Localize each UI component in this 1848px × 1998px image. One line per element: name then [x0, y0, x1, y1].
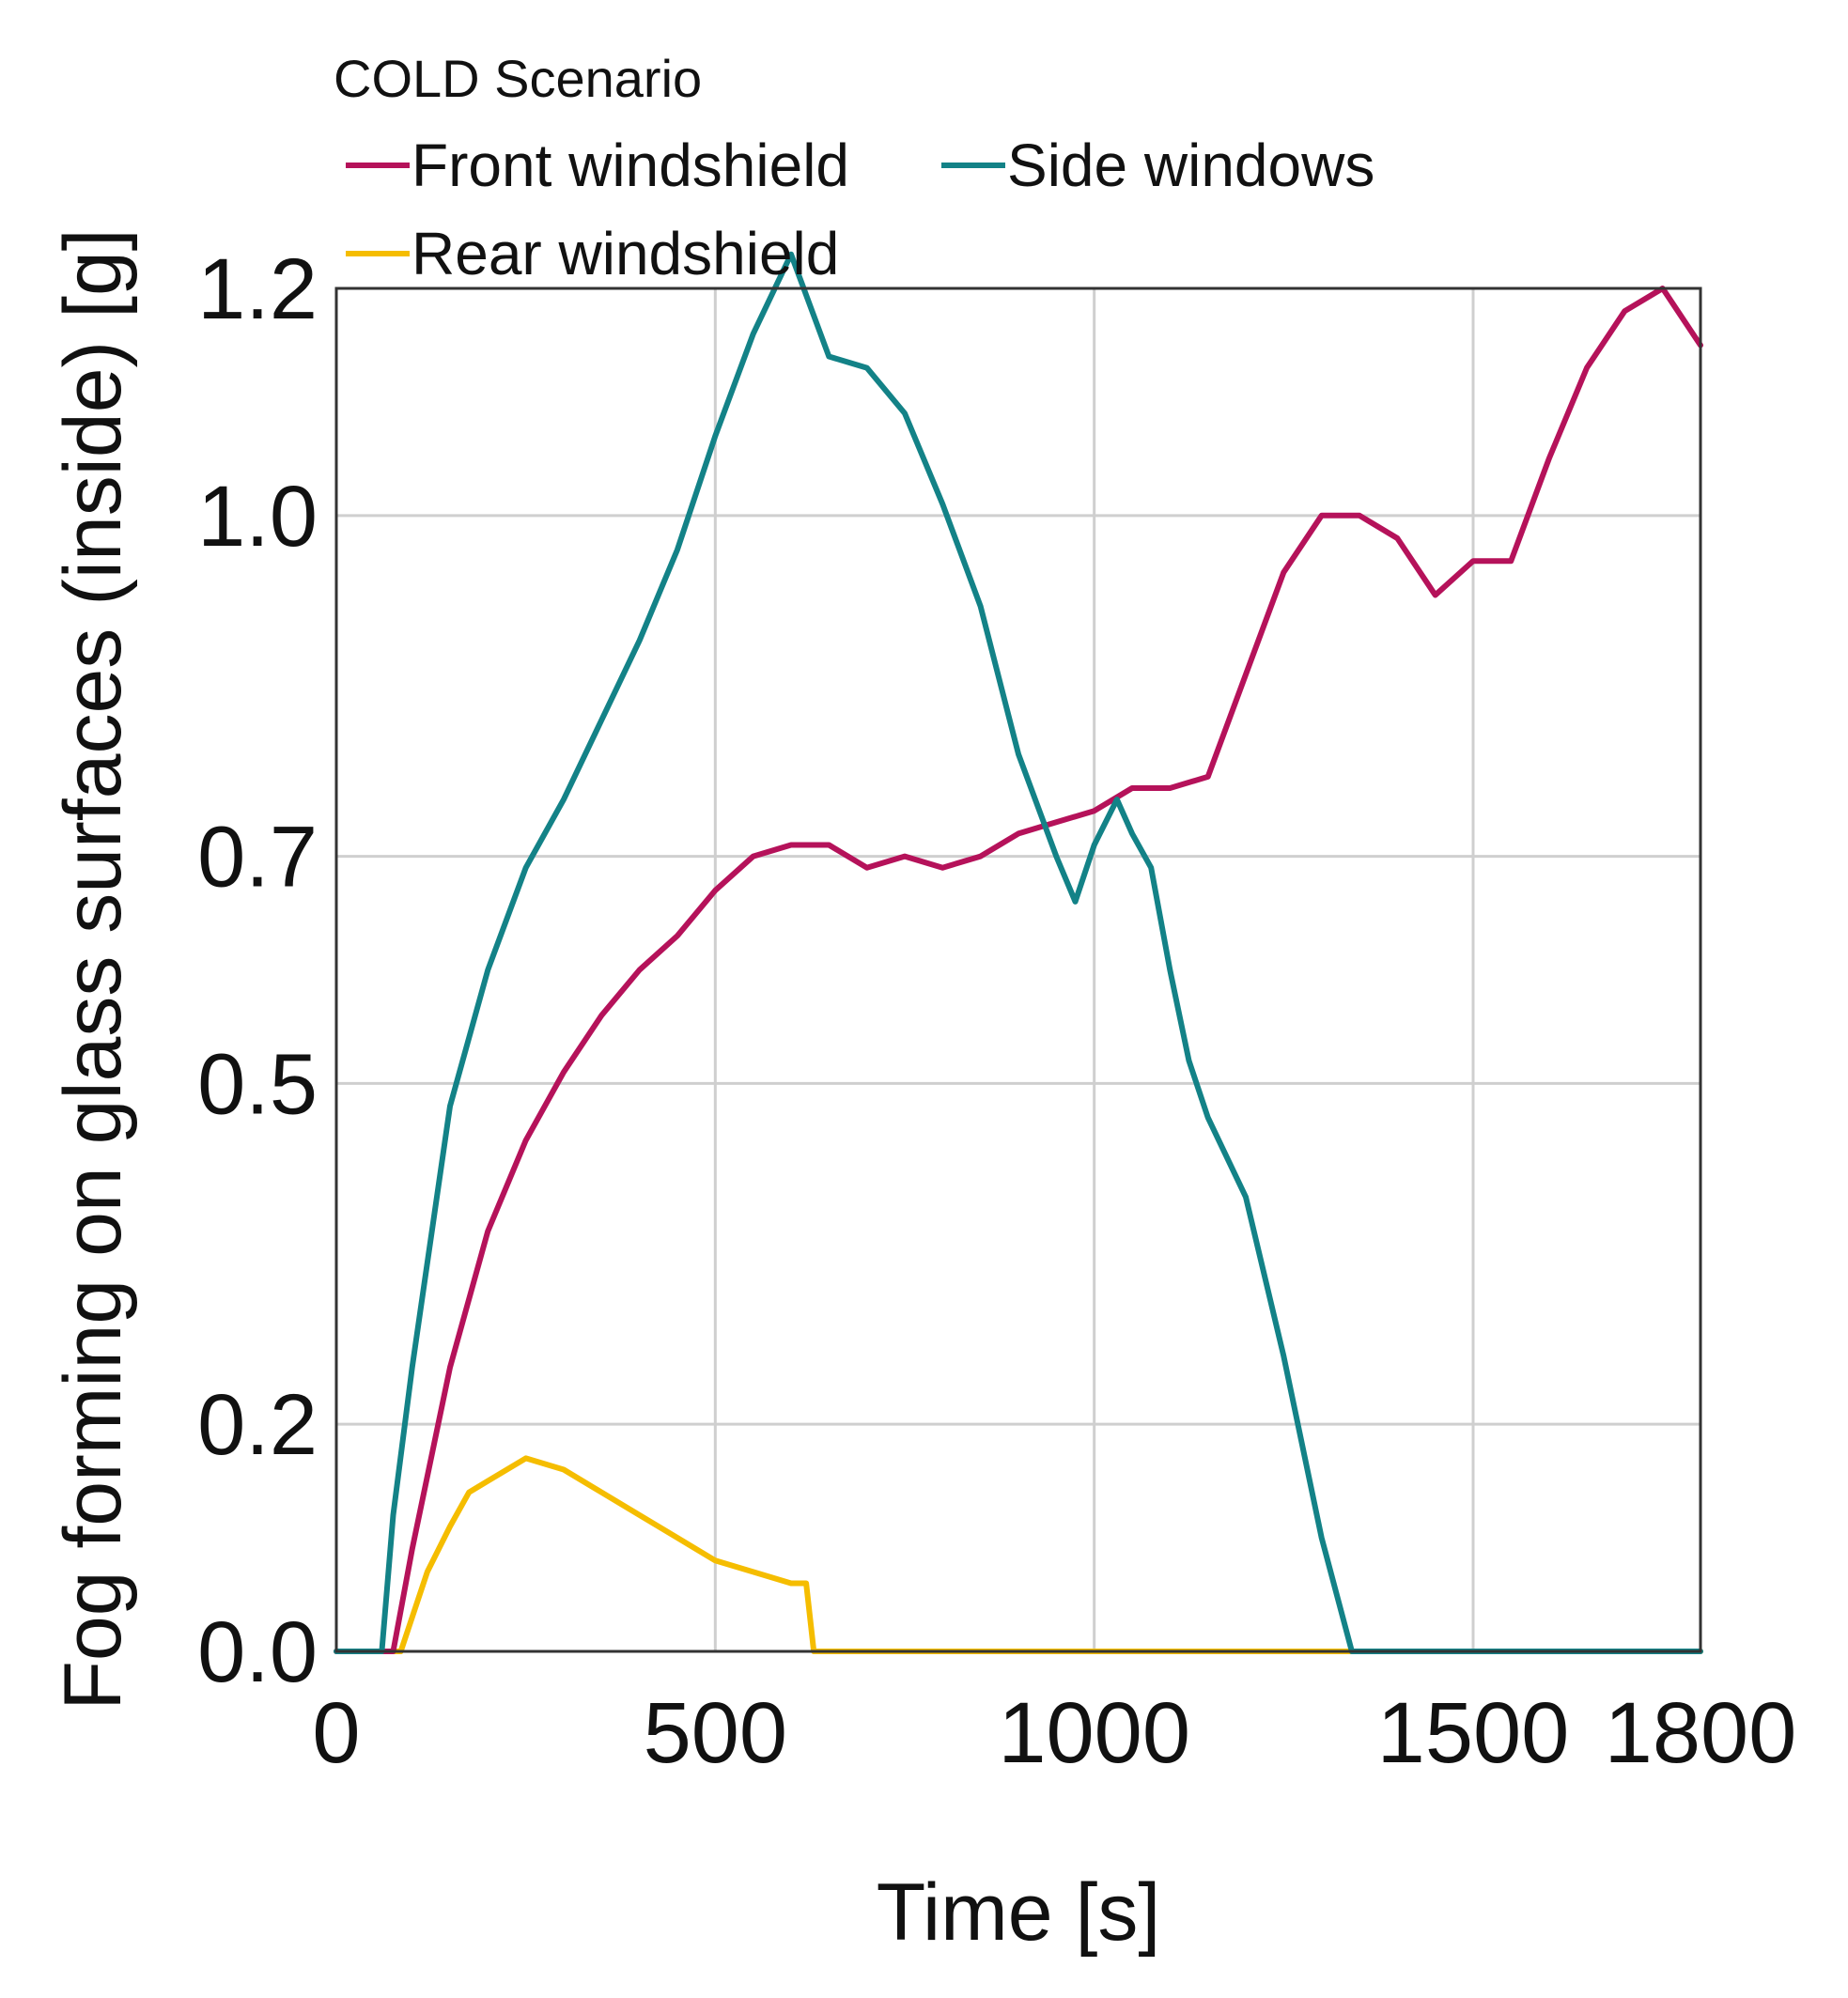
legend-label: Front windshield	[412, 132, 849, 199]
y-tick-label: 1.0	[197, 469, 318, 565]
y-tick-label: 0.7	[197, 810, 318, 906]
y-tick-label: 0.0	[197, 1604, 318, 1700]
legend-label: Side windows	[1007, 132, 1374, 199]
x-tick-label: 0	[312, 1685, 360, 1781]
series-line-side-windows	[334, 251, 1703, 1654]
legend-title: COLD Scenario	[334, 49, 702, 108]
x-axis-label: Time [s]	[877, 1867, 1161, 1958]
legend-label: Rear windshield	[412, 220, 839, 287]
legend-item: Rear windshield	[346, 220, 839, 287]
y-axis-label: Fog forming on glass surfaces (inside) […	[48, 228, 138, 1710]
grid-layer	[336, 288, 1700, 1651]
legend-item: Side windows	[941, 132, 1374, 199]
tick-label-layer: 0 500 1000 1500 1800 0.0 0.2 0.5 0.7 1.0 1.2	[197, 241, 1796, 1781]
legend-item: Front windshield	[346, 132, 849, 199]
series-layer	[334, 251, 1703, 1654]
series-line-front-windshield	[334, 286, 1703, 1654]
y-tick-label: 1.2	[197, 241, 318, 337]
y-tick-label: 0.5	[197, 1036, 318, 1132]
legend-items: Front windshield Side windows Rear windshi…	[346, 132, 1374, 287]
x-tick-label: 1500	[1377, 1685, 1570, 1781]
plot-area-frame	[334, 287, 1702, 1653]
x-tick-label: 1000	[998, 1685, 1190, 1781]
y-tick-label: 0.2	[197, 1377, 318, 1473]
x-tick-label: 1800	[1605, 1685, 1797, 1781]
series-line-rear-windshield	[334, 1455, 1703, 1654]
x-tick-label: 500	[644, 1685, 788, 1781]
legend: COLD Scenario Front windshield Side windo…	[334, 49, 1374, 287]
